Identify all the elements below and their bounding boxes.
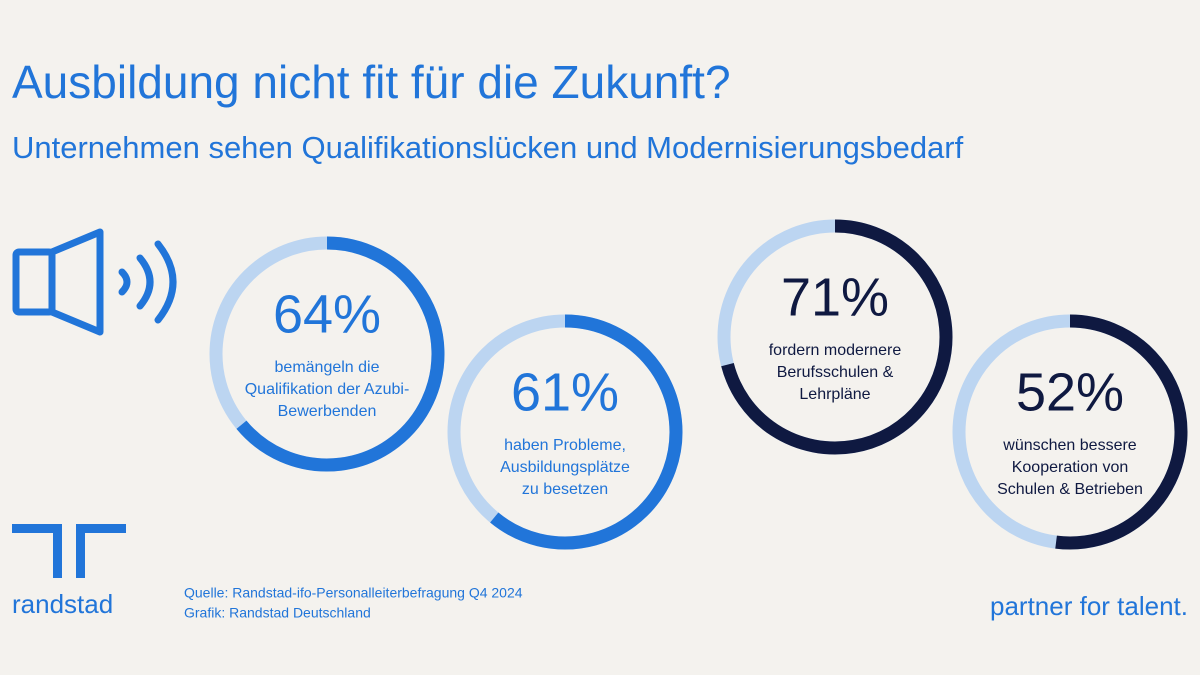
caption: Lehrpläne bbox=[799, 386, 870, 403]
speaker-icon bbox=[12, 228, 177, 336]
caption: Bewerbenden bbox=[278, 403, 377, 420]
caption: Schulen & Betrieben bbox=[997, 481, 1143, 498]
value-label: 52% bbox=[1016, 362, 1124, 422]
randstad-logo bbox=[12, 524, 126, 578]
caption: fordern modernere bbox=[769, 342, 902, 359]
brand: randstad bbox=[12, 589, 113, 619]
tagline: partner for talent. bbox=[990, 591, 1188, 621]
ring-arc bbox=[1055, 314, 1188, 550]
caption: wünschen bessere bbox=[1002, 437, 1137, 454]
caption: haben Probleme, bbox=[504, 437, 626, 454]
ring-arc bbox=[721, 219, 953, 455]
ring-arc bbox=[490, 314, 683, 550]
value-label: 64% bbox=[273, 284, 381, 344]
subtitle: Unternehmen sehen Qualifikationslücken u… bbox=[12, 130, 964, 165]
caption: bemängeln die bbox=[275, 359, 380, 376]
source: Quelle: Randstad-ifo-Personalleiterbefra… bbox=[184, 585, 523, 601]
value-label: 71% bbox=[781, 267, 889, 327]
ring-arc bbox=[236, 236, 445, 472]
caption: Ausbildungsplätze bbox=[500, 459, 630, 476]
caption: Berufsschulen & bbox=[777, 364, 894, 381]
caption: zu besetzen bbox=[522, 481, 608, 498]
caption: Kooperation von bbox=[1012, 459, 1129, 476]
caption: Qualifikation der Azubi- bbox=[245, 381, 410, 398]
title: Ausbildung nicht fit für die Zukunft? bbox=[12, 56, 731, 108]
value-label: 61% bbox=[511, 362, 619, 422]
credit: Grafik: Randstad Deutschland bbox=[184, 605, 371, 621]
